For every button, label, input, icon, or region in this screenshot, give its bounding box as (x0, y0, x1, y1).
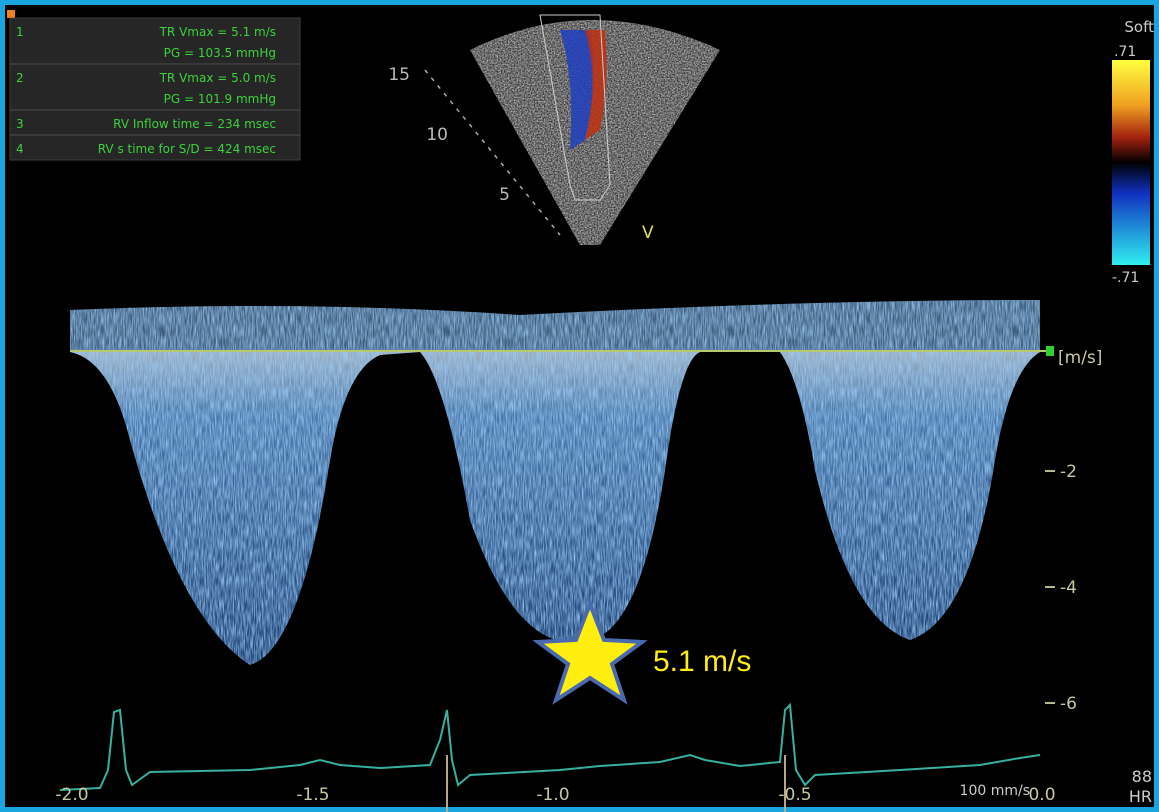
measurement-text: PG = 101.9 mmHg (164, 92, 276, 106)
measurement-index: 1 (16, 25, 24, 39)
measurement-text: PG = 103.5 mmHg (164, 46, 276, 60)
measurement-text: TR Vmax = 5.1 m/s (159, 25, 276, 39)
page: { "measurements": [ {"index": "1", "line… (0, 0, 1159, 812)
measurement-text: RV s time for S/D = 424 msec (98, 142, 276, 156)
x-tick-label: 0.0 (1028, 785, 1055, 805)
annotation: 5.1 m/s (653, 645, 751, 678)
color-bar-top: .71 (1114, 44, 1136, 60)
screen: 1 TR Vmax = 5.1 m/s PG = 103.5 mmHg 2 TR Vma… (0, 0, 1159, 812)
heart-rate: 88 (1132, 767, 1152, 786)
color-bar (1112, 60, 1150, 265)
measurement-index: 4 (16, 142, 24, 156)
axis-unit: [m/s] (1058, 348, 1102, 368)
menu-icon[interactable] (7, 10, 15, 18)
measurement-text: RV Inflow time = 234 msec (113, 117, 276, 131)
heart-rate-label: HR (1129, 787, 1152, 806)
color-bar-bottom: -.71 (1112, 270, 1139, 286)
x-tick-label: -0.5 (778, 785, 811, 805)
depth-mark: 10 (426, 125, 448, 145)
y-tick-label: -6 (1060, 694, 1077, 714)
x-tick-label: -2.0 (55, 785, 88, 805)
y-tick-label: -4 (1060, 578, 1077, 598)
x-tick-label: -1.5 (296, 785, 329, 805)
view-label: V (642, 223, 654, 243)
depth-mark: 5 (499, 185, 510, 205)
doppler-spectrum (70, 300, 1054, 665)
depth-mark: 15 (388, 65, 410, 85)
measurement-index: 3 (16, 117, 24, 131)
x-tick-label: -1.0 (536, 785, 569, 805)
measurement-text: TR Vmax = 5.0 m/s (159, 71, 276, 85)
y-tick-label: -2 (1060, 462, 1077, 482)
measurement-index: 2 (16, 71, 24, 85)
sweep-speed: 100 mm/s (960, 783, 1030, 799)
color-bar-title: Soft (1124, 18, 1154, 36)
